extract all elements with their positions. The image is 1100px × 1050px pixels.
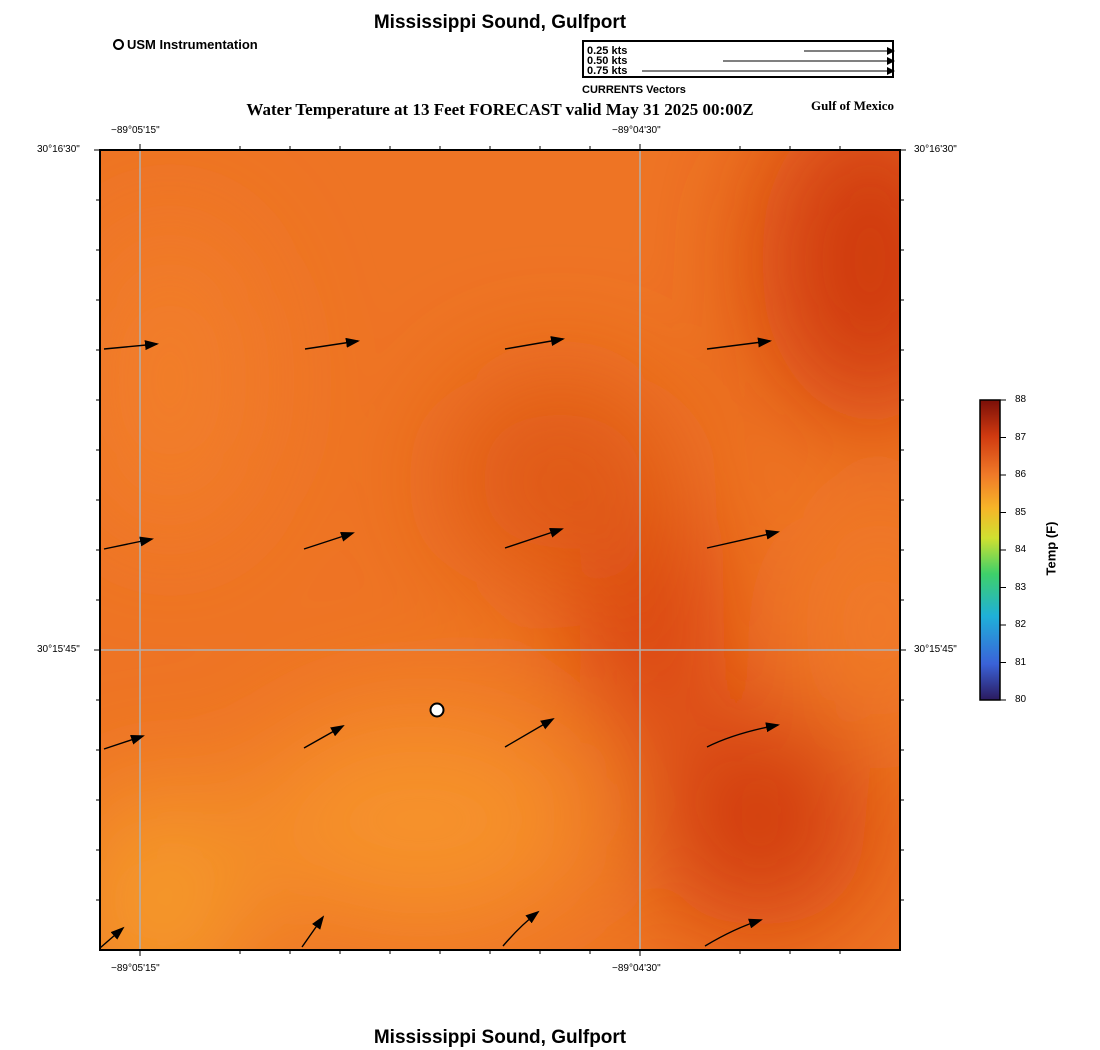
colorbar-tick-84: 84 [1015, 544, 1027, 555]
current-arrow [303, 725, 345, 749]
current-arrow [103, 536, 154, 550]
map-subtitle: Water Temperature at 13 Feet FORECAST va… [246, 100, 754, 119]
current-arrow [99, 926, 125, 949]
vector-scale-label-1: 0.25 kts [587, 45, 628, 57]
station-marker[interactable] [429, 702, 445, 718]
current-arrow [504, 336, 565, 350]
temperature-field [100, 150, 900, 950]
current-arrow [502, 910, 540, 947]
current-arrow [103, 340, 159, 351]
lat-label-right-2: 30°15'45" [914, 644, 957, 655]
colorbar-tick-85: 85 [1015, 507, 1027, 518]
current-arrow [706, 337, 772, 350]
vector-caption: CURRENTS Vectors [582, 84, 686, 96]
current-arrow [504, 528, 564, 549]
temperature-colorbar [979, 399, 1006, 701]
lat-label-right-1: 30°16'30" [914, 144, 957, 155]
current-arrow [706, 722, 780, 748]
colorbar-tick-87: 87 [1015, 432, 1027, 443]
vector-scale-legend: 0.25 kts 0.50 kts 0.75 kts [582, 40, 895, 78]
current-arrow [304, 337, 360, 350]
vector-scale-arrows [642, 47, 895, 75]
frame-ticks [94, 144, 906, 956]
lon-label-bottom-1: −89°05'15" [111, 963, 160, 974]
lon-label-top-2: −89°04'30" [612, 125, 661, 136]
region-label: Gulf of Mexico [811, 98, 895, 113]
current-arrow [706, 529, 780, 549]
colorbar-tick-86: 86 [1015, 469, 1027, 480]
current-arrow [103, 735, 145, 750]
map-grid [100, 150, 900, 950]
colorbar-tick-88: 88 [1015, 394, 1027, 405]
colorbar-title: Temp (F) [1043, 521, 1059, 576]
lon-label-bottom-2: −89°04'30" [612, 963, 661, 974]
station-legend: USM Instrumentation [113, 37, 258, 52]
current-arrow [704, 918, 763, 947]
lon-label-top-1: −89°05'15" [111, 125, 160, 136]
colorbar-tick-80: 80 [1015, 694, 1027, 705]
colorbar-tick-82: 82 [1015, 619, 1027, 630]
lat-label-left-2: 30°15'45" [37, 644, 80, 655]
current-arrow [504, 717, 555, 748]
current-arrow [303, 531, 355, 550]
colorbar-tick-81: 81 [1015, 657, 1027, 668]
footer-title: Mississippi Sound, Gulfport [373, 1027, 627, 1048]
map-title: Mississippi Sound, Gulfport [373, 12, 627, 33]
current-vectors [99, 336, 780, 949]
lat-label-left-1: 30°16'30" [37, 144, 80, 155]
station-legend-label: USM Instrumentation [127, 37, 258, 52]
vector-scale-label-3: 0.75 kts [587, 65, 628, 77]
vector-scale-label-2: 0.50 kts [587, 55, 628, 67]
station-marker-icon [113, 39, 124, 50]
colorbar-tick-83: 83 [1015, 582, 1027, 593]
current-arrow [301, 915, 325, 948]
